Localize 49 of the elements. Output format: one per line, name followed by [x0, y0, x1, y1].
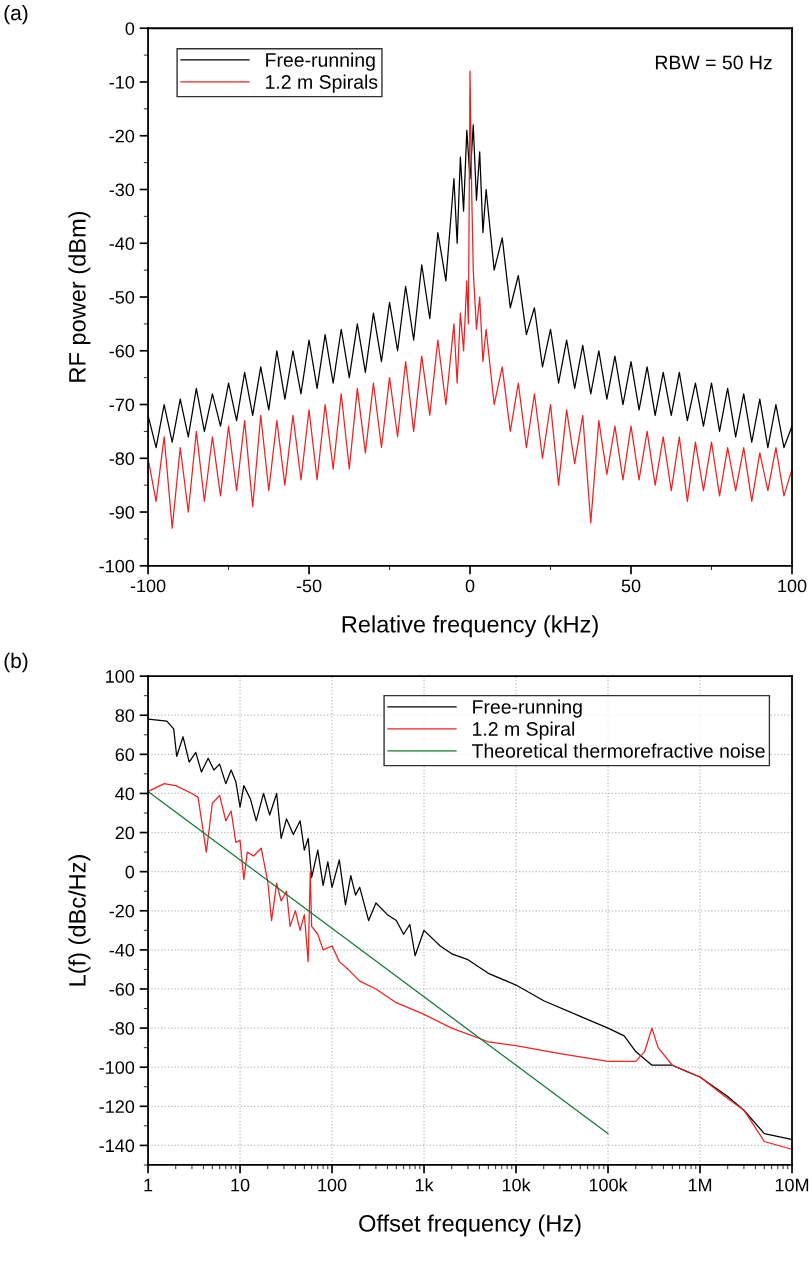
y-tick-label: -100 — [99, 559, 135, 573]
legend-label: Theoretical thermorefractive noise — [472, 743, 765, 758]
y-tick-label: -20 — [109, 904, 135, 918]
y-tick-label: 0 — [125, 22, 135, 35]
y-tick-label: -140 — [99, 1139, 135, 1153]
x-tick-label: 1M — [688, 1178, 712, 1192]
y-tick-label: 40 — [115, 787, 135, 801]
y-tick-label: -100 — [99, 1061, 135, 1074]
y-tick-label: -20 — [109, 129, 135, 143]
y-tick-label: -50 — [109, 290, 135, 304]
y-tick-label: 0 — [125, 865, 135, 879]
legend-label: 1.2 m Spiral — [473, 721, 575, 740]
line-series — [148, 70, 793, 529]
legend-label: Free-running — [473, 699, 582, 718]
annotation: RBW = 50 Hz — [655, 55, 772, 70]
x-axis-title: Relative frequency (kHz) — [342, 615, 598, 638]
x-tick-label: 10M — [775, 1178, 809, 1192]
y-tick-label: 60 — [115, 748, 135, 762]
y-tick-label: -80 — [109, 452, 135, 466]
x-tick-label: 100 — [778, 579, 807, 593]
x-tick-label: 10 — [231, 1178, 250, 1192]
x-tick-label: 50 — [621, 579, 641, 593]
x-axis-title: Offset frequency (Hz) — [359, 1214, 581, 1237]
x-tick-label: 1 — [144, 1178, 153, 1192]
x-tick-label: 0 — [465, 579, 475, 593]
y-axis-title: L(f) (dBc/Hz) — [68, 855, 91, 986]
y-tick-label: -70 — [109, 398, 135, 412]
text: (b) — [4, 652, 28, 673]
y-tick-label: -120 — [99, 1100, 135, 1114]
y-tick-label: -10 — [109, 75, 135, 89]
y-tick-label: -40 — [109, 237, 135, 250]
text: (a) — [4, 4, 28, 25]
y-tick-label: 20 — [115, 826, 135, 840]
y-tick-label: 80 — [115, 709, 135, 722]
y-tick-label: -30 — [109, 183, 135, 197]
legend-label: 1.2 m Spirals — [266, 74, 378, 93]
x-tick-label: 10k — [502, 1178, 531, 1192]
y-axis-title: RF power (dBm) — [68, 211, 91, 382]
y-tick-label: -80 — [109, 1022, 135, 1035]
x-tick-label: -50 — [296, 579, 322, 593]
y-tick-label: 100 — [106, 670, 135, 683]
y-tick-label: -90 — [109, 505, 135, 519]
y-tick-label: -60 — [109, 344, 135, 358]
x-tick-label: 100k — [589, 1178, 628, 1192]
x-tick-label: 100 — [318, 1178, 347, 1192]
legend-label: Free-running — [266, 52, 375, 71]
y-tick-label: -60 — [109, 982, 135, 996]
y-tick-label: -40 — [109, 943, 135, 957]
x-tick-label: 1k — [415, 1178, 434, 1192]
